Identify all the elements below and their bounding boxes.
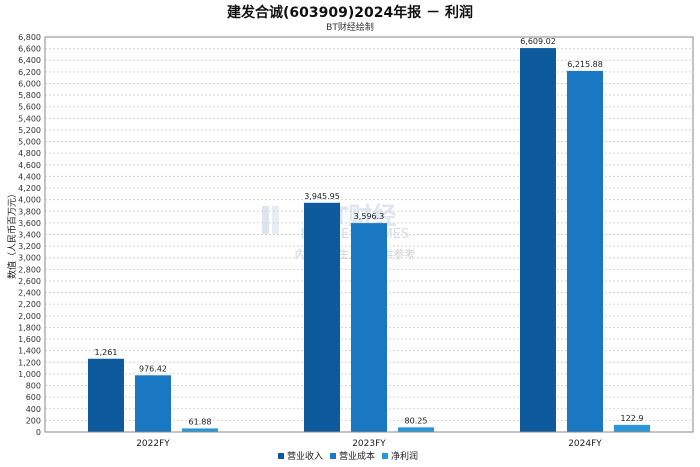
y-tick-label: 4,400 [18,172,41,181]
chart-subtitle: BT财经绘制 [326,21,374,33]
x-tick-label: 2022FY [136,439,170,449]
y-tick-label: 2,800 [18,265,41,274]
y-tick-label: 6,600 [18,45,41,54]
legend: 营业收入 营业成本 净利润 [278,450,418,462]
legend-label: 营业成本 [339,450,375,462]
data-labels: 1,261 976.42 61.88 3,945.95 3,596.3 80.25 6,60… [95,37,644,426]
y-tick-label: 600 [26,393,41,402]
legend-swatch [382,453,388,459]
y-tick-label: 2,600 [18,277,41,286]
bars [88,48,650,433]
y-tick-label: 5,200 [18,126,41,135]
y-tick-label: 2,400 [18,289,41,298]
y-tick-label: 1,400 [18,347,41,356]
y-tick-label: 3,200 [18,242,41,251]
y-tick-label: 6,200 [18,68,41,77]
data-label: 122.9 [621,414,644,423]
data-label: 6,609.02 [520,37,556,46]
y-tick-label: 5,600 [18,103,41,112]
y-axis-ticks: 0 200 400 600 800 1,000 1,200 1,400 1,600 1,800 2,… [18,33,41,437]
chart-title: 建发合诚(603909)2024年报 － 利润 [227,4,473,21]
data-label: 3,945.95 [304,192,340,201]
watermark-logo-bar-1 [262,206,269,234]
y-tick-label: 6,400 [18,56,41,65]
x-axis-ticks: 2022FY 2023FY 2024FY [136,439,602,449]
legend-swatch [278,453,284,459]
bar [614,424,650,432]
legend-swatch [330,453,336,459]
y-tick-label: 4,000 [18,196,41,205]
x-tick-label: 2024FY [568,439,602,449]
data-label: 3,596.3 [354,212,385,221]
y-tick-label: 5,400 [18,114,41,123]
watermark-logo-bar-2 [272,206,279,234]
y-tick-label: 3,800 [18,207,41,216]
y-tick-label: 1,800 [18,323,41,332]
y-tick-label: 2,000 [18,312,41,321]
y-tick-label: 200 [26,416,41,425]
y-tick-label: 6,800 [18,33,41,42]
data-label: 61.88 [189,417,212,426]
y-tick-label: 6,000 [18,79,41,88]
y-tick-label: 3,600 [18,219,41,228]
x-tick-label: 2023FY [352,439,386,449]
bar [398,427,434,432]
y-tick-label: 4,600 [18,161,41,170]
bar [182,428,218,432]
legend-label: 净利润 [391,450,418,462]
y-tick-label: 1,600 [18,335,41,344]
bar [567,70,603,433]
y-tick-label: 1,000 [18,370,41,379]
legend-label: 营业收入 [287,450,323,462]
data-label: 976.42 [139,364,167,373]
y-tick-label: 1,200 [18,358,41,367]
data-label: 6,215.88 [567,60,603,69]
data-label: 80.25 [405,416,428,425]
y-tick-label: 5,800 [18,91,41,100]
data-label: 1,261 [95,348,118,357]
y-tick-label: 4,200 [18,184,41,193]
bar [135,375,171,432]
bar [520,48,556,433]
y-tick-label: 5,000 [18,138,41,147]
y-tick-label: 3,000 [18,254,41,263]
y-tick-label: 2,200 [18,300,41,309]
y-tick-label: 4,800 [18,149,41,158]
bar [304,202,340,432]
bar [88,358,124,432]
y-axis-label: 数值（人民币百万元） [6,189,18,279]
y-tick-label: 400 [26,405,41,414]
plot-frame [44,36,694,433]
y-tick-label: 800 [26,382,41,391]
y-tick-label: 3,400 [18,231,41,240]
bar [351,223,387,432]
y-tick-label: 0 [36,428,41,437]
